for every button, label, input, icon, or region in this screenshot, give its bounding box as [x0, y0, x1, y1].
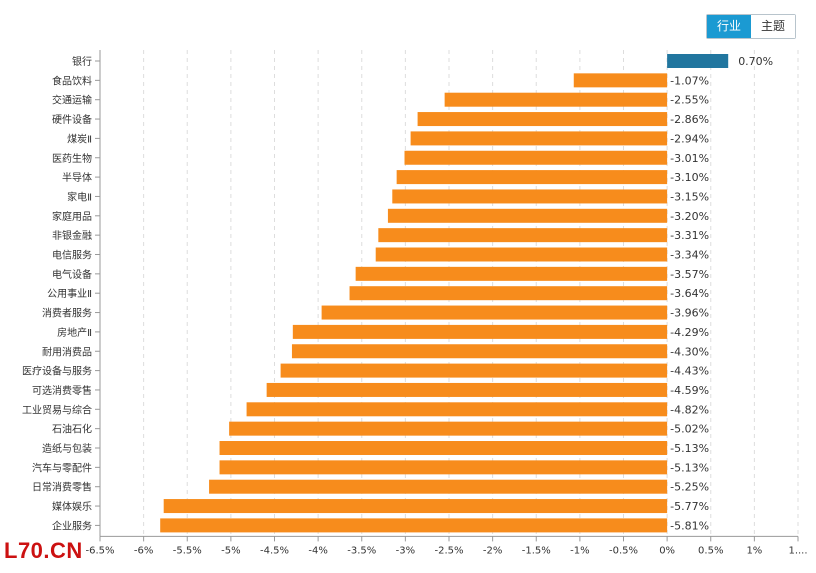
value-label: -2.86%: [670, 113, 709, 126]
value-label: -2.94%: [670, 132, 709, 145]
category-label: 可选消费零售: [32, 384, 92, 397]
category-label: 汽车与零配件: [32, 461, 92, 474]
value-label: -5.77%: [670, 500, 709, 513]
bar: [573, 73, 668, 88]
category-label: 家庭用品: [52, 210, 92, 223]
x-tick-label: 1....: [788, 545, 807, 556]
value-label: -3.96%: [670, 307, 709, 320]
bar: [291, 344, 668, 359]
value-label: -5.25%: [670, 481, 709, 494]
value-label: -4.82%: [670, 403, 709, 416]
x-tick-label: 1%: [746, 545, 762, 556]
bar: [209, 479, 668, 494]
bar: [392, 189, 668, 204]
bar: [444, 92, 668, 107]
bar: [387, 208, 668, 223]
value-label: -3.31%: [670, 229, 709, 242]
value-label: -5.81%: [670, 519, 709, 532]
category-label: 医药生物: [52, 152, 92, 165]
bar: [375, 247, 668, 262]
category-label: 石油石化: [52, 423, 92, 436]
bar: [292, 324, 668, 339]
bar: [396, 170, 668, 185]
x-tick-label: -3.5%: [347, 545, 376, 556]
tab-group: 行业 主题: [706, 14, 796, 39]
value-label: -3.57%: [670, 268, 709, 281]
bar: [349, 286, 668, 301]
x-tick-label: -5.5%: [173, 545, 202, 556]
category-label: 煤炭Ⅱ: [67, 132, 92, 145]
category-label: 工业贸易与综合: [22, 403, 92, 416]
value-label: -4.59%: [670, 384, 709, 397]
x-tick-label: -6.5%: [85, 545, 114, 556]
value-label: -4.43%: [670, 365, 709, 378]
watermark: L70.CN: [4, 538, 83, 563]
category-label: 银行: [72, 55, 92, 68]
value-label: -3.01%: [670, 152, 709, 165]
x-tick-label: -6%: [134, 545, 153, 556]
value-label: 0.70%: [738, 55, 773, 68]
bar: [219, 460, 668, 475]
category-label: 硬件设备: [52, 113, 92, 126]
x-tick-label: -4.5%: [260, 545, 289, 556]
bar: [410, 131, 668, 146]
bar: [219, 441, 668, 455]
bar: [417, 112, 668, 127]
x-tick-label: -1.5%: [522, 545, 551, 556]
bar: [355, 266, 668, 281]
x-tick-label: -5%: [221, 545, 240, 556]
category-label: 日常消费零售: [32, 481, 92, 494]
category-label: 非银金融: [52, 229, 92, 242]
value-label: -1.07%: [670, 74, 709, 87]
value-label: -5.13%: [670, 461, 709, 474]
bar: [229, 421, 668, 436]
value-label: -3.64%: [670, 287, 709, 300]
category-label: 医疗设备与服务: [22, 365, 92, 378]
category-label: 消费者服务: [42, 307, 92, 320]
category-label: 电气设备: [52, 268, 92, 281]
value-label: -4.30%: [670, 345, 709, 358]
x-tick-label: 0.5%: [698, 545, 723, 556]
bar: [667, 54, 729, 68]
value-label: -5.13%: [670, 442, 709, 455]
x-tick-label: -0.5%: [609, 545, 638, 556]
category-label: 电信服务: [52, 249, 92, 262]
category-label: 媒体娱乐: [52, 500, 92, 513]
bar: [378, 228, 668, 243]
bar: [321, 305, 668, 320]
value-label: -3.15%: [670, 190, 709, 203]
x-tick-label: -2.5%: [434, 545, 463, 556]
category-label: 企业服务: [52, 519, 92, 532]
value-label: -2.55%: [670, 94, 709, 107]
x-tick-label: -3%: [396, 545, 415, 556]
category-label: 公用事业Ⅱ: [47, 287, 92, 300]
bar: [280, 363, 668, 378]
tab-theme[interactable]: 主题: [751, 15, 795, 38]
category-label: 耐用消费品: [42, 345, 92, 358]
category-label: 家电Ⅱ: [67, 190, 92, 203]
category-label: 食品饮料: [52, 74, 92, 87]
tab-industry[interactable]: 行业: [707, 15, 751, 38]
category-label: 房地产Ⅱ: [57, 326, 92, 339]
value-label: -3.10%: [670, 171, 709, 184]
x-tick-label: -2%: [483, 545, 502, 556]
category-label: 交通运输: [52, 94, 92, 107]
value-label: -3.20%: [670, 210, 709, 223]
value-label: -4.29%: [670, 326, 709, 339]
bar: [404, 150, 668, 165]
x-tick-label: 0%: [659, 545, 675, 556]
x-tick-label: -4%: [308, 545, 327, 556]
x-tick-label: -1%: [570, 545, 589, 556]
category-label: 造纸与包装: [42, 442, 92, 455]
value-label: -3.34%: [670, 249, 709, 262]
category-label: 半导体: [62, 171, 92, 184]
bar: [266, 382, 668, 397]
value-label: -5.02%: [670, 423, 709, 436]
bar: [163, 499, 668, 514]
bar: [246, 402, 668, 417]
bar: [160, 518, 668, 533]
